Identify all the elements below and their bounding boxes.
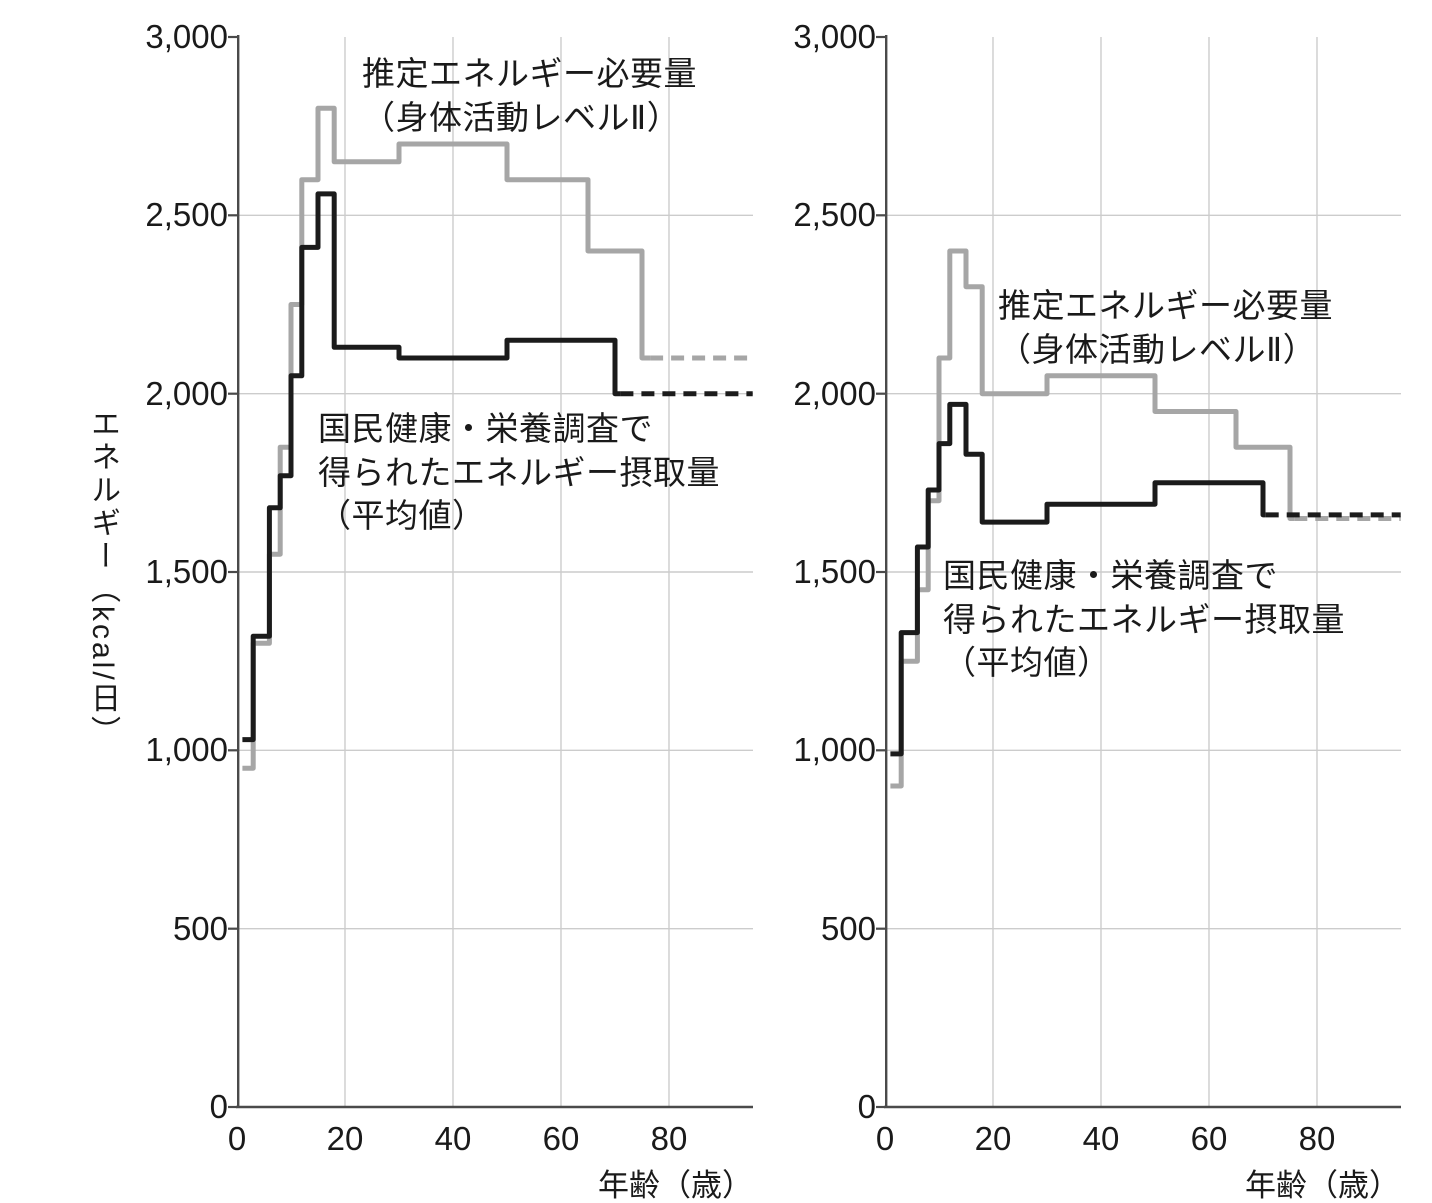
y-tick-label: 1,000 [793, 731, 876, 769]
intake-annotation-left: 国民健康・栄養調査で 得られたエネルギー摂取量 （平均値） [318, 410, 720, 535]
left-chart-plot [228, 35, 753, 1109]
intake-line-solid [890, 401, 1266, 757]
y-tick-label: 2,500 [793, 196, 876, 234]
y-tick-label: 2,000 [145, 374, 228, 412]
x-tick-label: 20 [974, 1120, 1012, 1157]
x-tick-label: 60 [542, 1120, 580, 1157]
x-tick-label: 0 [227, 1120, 247, 1157]
y-tick-label: 500 [820, 909, 876, 947]
x-axis-title-left: 年齢（歳） [598, 1168, 753, 1203]
eer-annotation-right: 推定エネルギー必要量 （身体活動レベルⅡ） [998, 287, 1333, 368]
x-axis-title-right: 年齢（歳） [1245, 1168, 1400, 1203]
y-tick-label: 1,500 [145, 553, 228, 590]
x-tick-label: 80 [1298, 1120, 1336, 1157]
x-tick-label: 60 [1190, 1120, 1228, 1157]
right-chart-plot [876, 35, 1401, 1109]
intake-annotation-right: 国民健康・栄養調査で 得られたエネルギー摂取量 （平均値） [943, 557, 1345, 682]
y-tick-label: 1,500 [793, 553, 876, 590]
x-tick-label: 40 [434, 1120, 472, 1157]
intake-line-solid [242, 191, 621, 743]
x-tick-label: 0 [875, 1120, 895, 1157]
x-tick-label: 20 [326, 1120, 364, 1157]
x-tick-label: 40 [1082, 1120, 1120, 1157]
y-tick-label: 3,000 [145, 18, 228, 55]
y-tick-label: 3,000 [793, 18, 876, 55]
x-tick-label: 80 [650, 1120, 688, 1157]
eer-annotation-left: 推定エネルギー必要量 （身体活動レベルⅡ） [362, 55, 697, 136]
y-tick-label: 0 [857, 1088, 876, 1125]
y-tick-label: 2,500 [145, 196, 228, 234]
y-tick-label: 2,000 [793, 374, 876, 412]
y-tick-label: 0 [209, 1088, 228, 1125]
y-axis-title: エネルギー（kcal/日） [86, 408, 119, 749]
y-tick-label: 1,000 [145, 731, 228, 769]
y-tick-label: 500 [172, 909, 228, 947]
